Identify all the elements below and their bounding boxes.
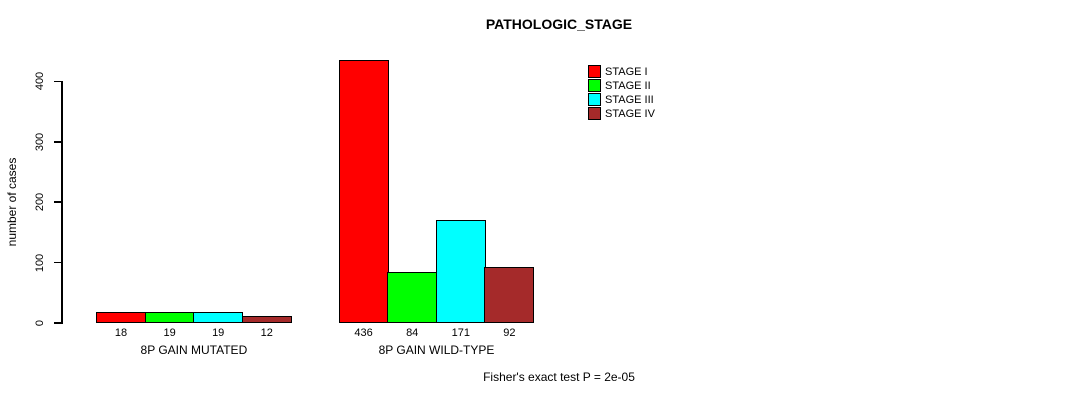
legend-swatch <box>588 65 601 78</box>
y-tick <box>54 261 61 264</box>
bar-value-label: 19 <box>163 327 176 339</box>
bar-value-label: 84 <box>406 327 419 339</box>
x-category-label: 8P GAIN WILD-TYPE <box>378 343 495 357</box>
y-tick-label: 200 <box>34 193 46 212</box>
y-tick-label: 300 <box>34 132 46 151</box>
legend-label: STAGE I <box>605 65 648 78</box>
bar-value-label: 18 <box>114 327 128 339</box>
x-category-label: 8P GAIN MUTATED <box>140 343 248 357</box>
legend-item: STAGE IV <box>588 107 655 120</box>
bar-value-label: 92 <box>503 327 516 339</box>
bar-stage-i <box>338 59 389 323</box>
y-tick <box>54 80 61 83</box>
bar-stage-iv <box>241 315 292 323</box>
legend-label: STAGE III <box>605 93 654 106</box>
legend-swatch <box>588 107 601 120</box>
y-tick-label: 100 <box>34 253 46 272</box>
bar-stage-ii <box>144 311 195 323</box>
y-axis-line <box>61 81 63 325</box>
bar-stage-iii <box>435 219 486 323</box>
bar-value-label: 436 <box>354 327 373 339</box>
bar-stage-iv <box>484 267 535 323</box>
bar-stage-ii <box>387 272 438 323</box>
legend-label: STAGE II <box>605 79 651 92</box>
bar-value-label: 12 <box>260 327 273 339</box>
bar-stage-iii <box>193 311 244 323</box>
y-tick-label: 400 <box>34 72 46 91</box>
legend-swatch <box>588 93 601 106</box>
y-tick <box>54 141 61 143</box>
y-tick <box>54 201 61 203</box>
y-tick-label: 0 <box>34 319 46 327</box>
legend-item: STAGE I <box>588 65 655 78</box>
legend-item: STAGE III <box>588 93 655 106</box>
legend-swatch <box>588 79 601 92</box>
stat-annotation: Fisher's exact test P = 2e-05 <box>483 370 635 384</box>
bar-value-label: 19 <box>212 327 225 339</box>
legend-item: STAGE II <box>588 79 655 92</box>
legend: STAGE I STAGE II STAGE III STAGE IV <box>588 65 655 121</box>
bar-stage-i <box>96 312 146 323</box>
y-tick <box>54 322 61 324</box>
legend-label: STAGE IV <box>605 107 655 120</box>
y-axis-label: number of cases <box>5 157 19 247</box>
chart-title: PATHOLOGIC_STAGE <box>485 16 633 32</box>
bar-value-label: 171 <box>451 327 470 339</box>
